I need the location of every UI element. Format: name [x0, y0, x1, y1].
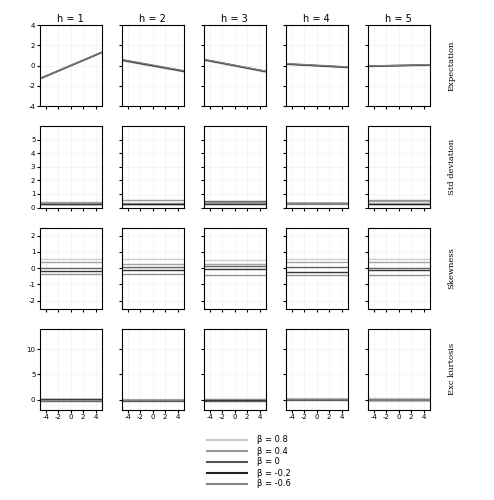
Text: Std deviation: Std deviation: [448, 139, 455, 195]
Title: h = 2: h = 2: [139, 14, 166, 24]
Title: h = 3: h = 3: [221, 14, 248, 24]
Text: β = -0.2: β = -0.2: [257, 468, 290, 477]
Title: h = 4: h = 4: [303, 14, 330, 24]
Title: h = 1: h = 1: [57, 14, 84, 24]
Text: β = 0.8: β = 0.8: [257, 436, 288, 444]
Title: h = 5: h = 5: [385, 14, 412, 24]
Text: Skewness: Skewness: [448, 248, 455, 289]
Text: β = 0.4: β = 0.4: [257, 446, 288, 456]
Text: Expectation: Expectation: [448, 40, 455, 91]
Text: Exc kurtosis: Exc kurtosis: [448, 344, 455, 396]
Text: β = -0.6: β = -0.6: [257, 480, 291, 488]
Text: β = 0: β = 0: [257, 458, 280, 466]
